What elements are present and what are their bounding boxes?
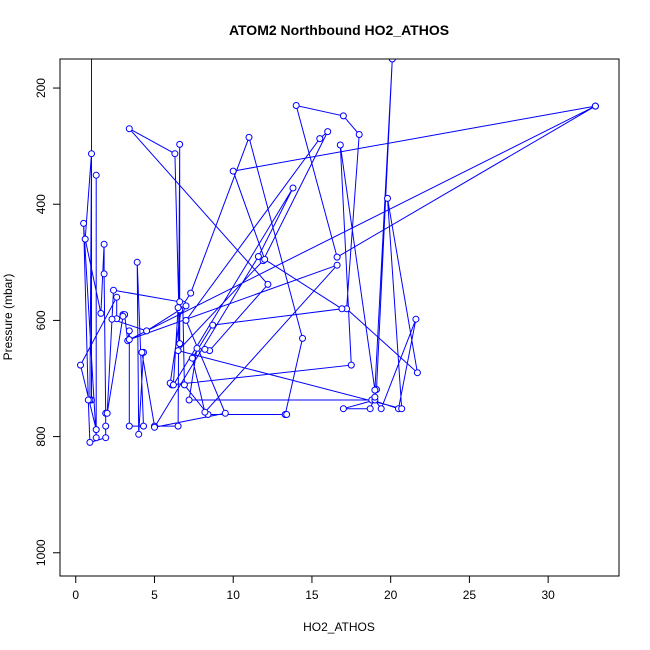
x-tick-label: 20 [384,588,398,602]
chart-title: ATOM2 Northbound HO2_ATHOS [229,22,449,38]
data-point [169,381,177,389]
data-point [140,422,147,430]
data-point [81,235,89,243]
data-point [398,405,406,413]
y-tick-label: 200 [34,78,48,98]
data-point [292,102,300,109]
data-point [110,286,117,294]
data-point [88,150,95,158]
x-tick-label: 15 [305,588,319,602]
data-point [371,393,379,401]
y-tick-label: 600 [34,310,48,330]
data-point [86,438,94,446]
data-point [180,381,188,389]
data-point [102,422,110,430]
data-point [384,194,391,202]
data-point [283,411,291,418]
data-point [229,167,237,175]
data-point [135,430,143,438]
data-point [333,261,341,269]
data-point [119,312,127,320]
data-point [333,253,341,261]
data-point [92,426,100,434]
data-point [377,405,385,413]
data-point [182,302,190,310]
data-point [299,334,306,342]
data-point [261,255,269,263]
series-layer [77,59,599,446]
data-point [289,184,297,192]
x-axis-label: HO2_ATHOS [303,620,375,634]
data-point [221,409,229,417]
x-axis: 0 5 10 15 20 25 30 [72,576,555,602]
data-point [125,422,133,430]
data-point [133,258,141,266]
plot-frame [59,58,620,577]
data-point [591,102,599,110]
data-point [371,386,379,394]
y-tick-label: 800 [34,426,48,446]
data-point [103,409,111,417]
data-point [264,280,272,288]
data-point [100,240,108,248]
data-point [188,354,196,362]
data-point [336,141,344,149]
data-point [176,340,184,348]
data-point [143,327,151,335]
data-point [108,315,116,323]
data-point [201,408,209,416]
data-point [355,131,363,138]
data-point [388,59,396,63]
data-point [113,293,121,301]
data-point [201,345,209,353]
x-tick-label: 0 [72,588,79,602]
x-tick-label: 30 [541,588,555,602]
data-point [102,434,110,442]
data-point [245,133,253,141]
data-point [174,422,182,430]
data-point [176,140,184,148]
data-point [187,289,195,297]
data-point [151,423,158,431]
data-point [125,125,133,133]
data-point [338,305,346,313]
data-point [254,253,262,260]
data-point [366,405,374,413]
data-point [138,348,146,356]
data-point [174,347,182,355]
data-point [324,128,332,136]
data-point [92,171,100,179]
data-point [171,150,179,158]
data-point [209,321,217,329]
data-point [97,309,105,317]
x-tick-label: 25 [463,588,477,602]
data-point [174,304,182,312]
y-tick-label: 1000 [34,539,48,566]
data-point [339,405,347,413]
data-point [92,434,100,442]
data-point [77,361,84,369]
data-point [347,361,355,369]
data-point [182,316,190,324]
data-point [125,336,133,344]
data-point [185,396,193,404]
y-axis-label: Pressure (mbar) [1,274,15,361]
data-point [176,298,184,306]
y-axis: 200 400 600 800 1000 [34,78,60,566]
x-tick-label: 10 [227,588,241,602]
data-point [339,112,347,120]
data-point [125,327,133,335]
data-point [100,270,108,278]
data-point [412,315,420,323]
x-tick-label: 5 [151,588,158,602]
data-point [413,369,421,377]
y-tick-label: 400 [34,194,48,214]
data-point [80,219,88,227]
data-point [84,396,92,404]
series-line [79,59,596,444]
data-point [316,135,324,143]
data-point [193,344,201,352]
